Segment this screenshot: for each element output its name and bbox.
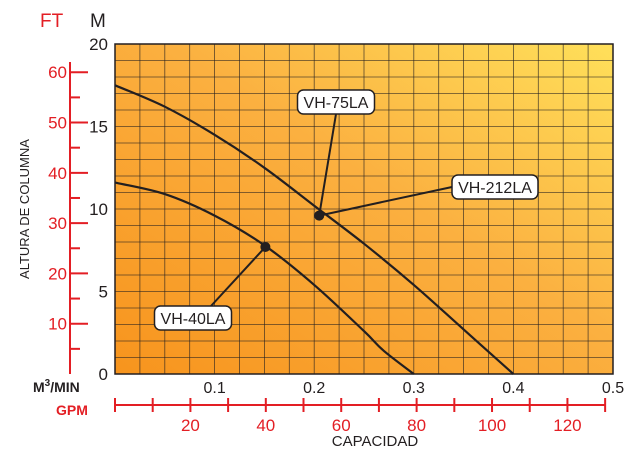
x-tick-label-m3min: 0.4 <box>502 380 524 397</box>
x-tick-label-gpm: 40 <box>256 416 275 435</box>
label-box-vh-212la <box>451 174 539 200</box>
y-tick-label-ft: 20 <box>48 264 67 283</box>
leader-line-vh-212la <box>318 186 453 217</box>
curves <box>114 84 515 375</box>
point-marker-vh-40la <box>260 241 271 252</box>
y-tick-label-ft: 60 <box>48 63 67 82</box>
x-tick-label-m3min: 0.1 <box>203 380 225 397</box>
x-tick-label-gpm: 20 <box>181 416 200 435</box>
m3min-axis: 0.1 0.2 0.3 0.4 0.5 <box>203 380 624 397</box>
feet-axis: 10 20 30 40 50 60 <box>48 62 88 374</box>
y-tick-label-m: 15 <box>89 118 108 137</box>
x-axis-label: CAPACIDAD <box>332 433 419 450</box>
x-tick-label-m3min: 0.3 <box>403 380 425 397</box>
x-tick-label-gpm: 100 <box>478 416 506 435</box>
series-line-vh-212la <box>114 84 515 375</box>
y-tick-label-ft: 50 <box>48 114 67 133</box>
y-tick-label-m: 20 <box>89 35 108 54</box>
gpm-unit-label: GPM <box>56 402 88 418</box>
y-tick-label-m: 0 <box>99 365 108 384</box>
plot-border <box>114 43 614 375</box>
meter-axis: 0 5 10 15 20 <box>89 35 108 384</box>
y-tick-label-ft: 10 <box>48 315 67 334</box>
gpm-axis: 20 40 60 80 100 120 <box>114 398 607 435</box>
x-tick-label-gpm: 60 <box>332 416 351 435</box>
label-box-vh-40la <box>153 305 233 331</box>
point-marker-vh-212la <box>314 210 325 221</box>
y-axis-label: ALTURA DE COLUMNA <box>17 139 32 279</box>
m-unit-label: M <box>90 11 106 32</box>
leader-line-vh-75la <box>318 113 337 216</box>
x-tick-label-gpm: 120 <box>553 416 581 435</box>
m3min-unit-label: M3/MIN <box>33 378 80 395</box>
annotations: VH-75LA VH-212LA VH-40LA <box>153 89 539 331</box>
x-tick-label-m3min: 0.2 <box>303 380 325 397</box>
y-tick-label-ft: 30 <box>48 214 67 233</box>
x-tick-label-gpm: 80 <box>407 416 426 435</box>
x-tick-label-m3min: 0.5 <box>602 380 624 397</box>
leader-line-vh-40la <box>210 246 267 307</box>
label-text-vh-75la: VH-75LA <box>304 95 369 112</box>
y-tick-label-ft: 40 <box>48 164 67 183</box>
series-line-vh-40la <box>114 181 415 375</box>
label-text-vh-212la: VH-212LA <box>458 180 532 197</box>
label-text-vh-40la: VH-40LA <box>161 311 226 328</box>
y-tick-label-m: 5 <box>99 283 108 302</box>
y-tick-label-m: 10 <box>89 200 108 219</box>
label-box-vh-75la <box>296 89 376 115</box>
ft-unit-label: FT <box>40 11 64 32</box>
